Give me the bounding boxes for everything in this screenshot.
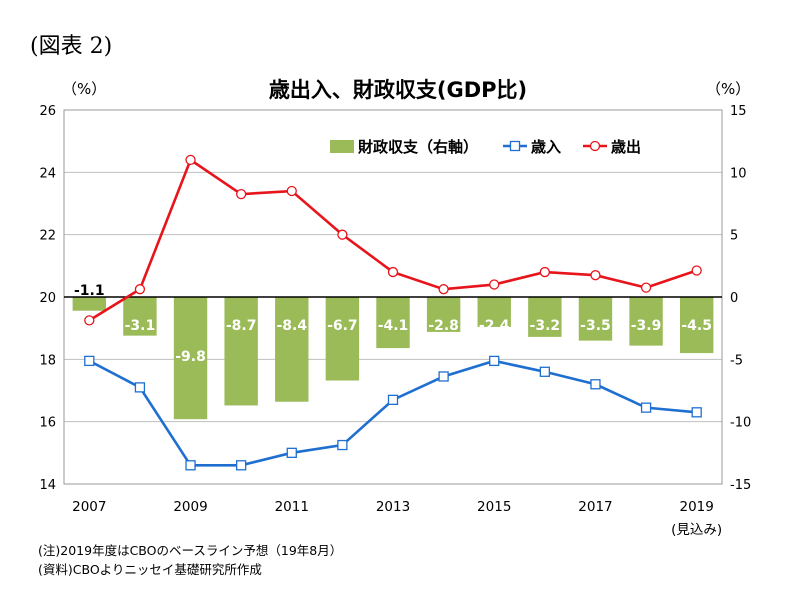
balance-bar	[528, 297, 562, 337]
left-axis-tick-label: 16	[39, 416, 56, 431]
balance-bar	[629, 297, 663, 346]
bar-data-label: -3.9	[631, 318, 662, 334]
bar-data-label: -4.5	[681, 318, 712, 334]
outlay-point	[387, 266, 399, 278]
outlay-point	[640, 282, 652, 293]
x-axis-extra-label: (見込み)	[671, 522, 722, 538]
x-axis-tick-label: 2013	[376, 499, 410, 515]
chart-note: (注)2019年度はCBOのベースライン予想（19年8月）	[38, 543, 343, 558]
revenue-point	[539, 366, 550, 377]
legend-label: 歳入	[531, 138, 561, 156]
right-axis-tick-label: -10	[730, 416, 751, 431]
revenue-point	[691, 407, 702, 418]
balance-bar	[173, 297, 208, 420]
x-axis-tick-label: 2009	[173, 499, 207, 515]
outlay-point	[489, 279, 500, 290]
right-axis-tick-label: 5	[730, 229, 738, 244]
legend-marker	[509, 140, 521, 152]
revenue-point	[134, 382, 146, 393]
right-axis-tick-label: -5	[730, 353, 743, 368]
legend-label: 歳出	[611, 138, 641, 156]
bar-data-label: -1.1	[74, 283, 105, 299]
balance-bar	[275, 297, 309, 402]
revenue-point	[84, 355, 95, 367]
right-axis-tick-label: 15	[730, 104, 747, 119]
balance-bar	[477, 297, 511, 327]
revenue-point	[489, 355, 500, 367]
balance-bar	[123, 297, 157, 336]
x-axis-tick-label: 2007	[72, 499, 106, 515]
bar-data-label: -3.2	[530, 318, 561, 334]
bar-data-label: -2.8	[428, 318, 459, 334]
revenue-point	[236, 460, 247, 471]
revenue-point	[640, 402, 652, 413]
revenue-point	[590, 379, 601, 390]
chart-canvas: 14 16 18 20 22 24 26 -15 -10 -5 0 5 10 15 -1.1 -3.1 -9.8…	[39, 104, 751, 538]
balance-bar	[376, 297, 410, 349]
right-axis-tick-label: 10	[730, 166, 747, 181]
bar-data-label: -2.4	[479, 318, 510, 334]
x-axis-tick-label: 2019	[680, 499, 714, 515]
chart-title: 歳出入、財政収支(GDP比)	[268, 78, 528, 102]
chart-source: (資料)CBOよりニッセイ基礎研究所作成	[38, 562, 262, 577]
left-axis-tick-label: 14	[39, 478, 56, 493]
left-axis-tick-label: 24	[39, 166, 56, 181]
outlay-point	[134, 284, 146, 295]
revenue-point	[438, 371, 449, 382]
revenue-point	[387, 394, 399, 406]
legend-marker	[589, 140, 601, 152]
left-axis-unit: （%）	[62, 80, 107, 98]
outlay-point	[691, 265, 702, 276]
balance-bar	[72, 297, 107, 311]
bar-data-label: -6.7	[327, 318, 358, 334]
outlay-point	[590, 270, 601, 281]
legend-label: 財政収支（右軸）	[357, 138, 478, 156]
bar-data-label: -3.1	[125, 318, 156, 334]
outlay-point	[539, 266, 550, 278]
right-axis-unit: （%）	[706, 80, 751, 98]
x-axis-tick-label: 2011	[275, 499, 309, 515]
bar-data-label: -8.7	[226, 318, 257, 334]
balance-bar	[578, 297, 613, 341]
bar-data-label: -3.5	[580, 318, 611, 334]
x-axis-tick-label: 2017	[578, 499, 612, 515]
balance-bar	[426, 297, 461, 332]
bar-data-label: -8.4	[276, 318, 307, 334]
outlay-point	[337, 229, 348, 240]
bar-data-label: -9.8	[175, 349, 206, 365]
revenue-point	[337, 439, 348, 451]
legend-swatch-bar	[330, 140, 354, 153]
outlay-point	[84, 315, 95, 326]
balance-bar	[224, 297, 258, 406]
figure-label: (図表 2)	[30, 34, 113, 59]
revenue-point	[185, 460, 196, 471]
left-axis-tick-label: 18	[39, 353, 56, 368]
x-axis-tick-label: 2015	[477, 499, 511, 515]
left-axis-tick-label: 20	[39, 291, 56, 306]
left-axis-tick-label: 22	[39, 229, 56, 244]
right-axis-tick-label: -15	[730, 478, 751, 493]
revenue-point	[286, 447, 297, 458]
left-axis-tick-label: 26	[39, 104, 56, 119]
outlay-point	[236, 188, 247, 200]
outlay-point	[185, 154, 196, 166]
outlay-point	[286, 185, 297, 197]
outlay-point	[438, 284, 449, 295]
balance-bar	[679, 297, 714, 354]
bar-data-label: -4.1	[378, 318, 409, 334]
right-axis-tick-label: 0	[730, 291, 738, 306]
balance-bar	[325, 297, 360, 381]
